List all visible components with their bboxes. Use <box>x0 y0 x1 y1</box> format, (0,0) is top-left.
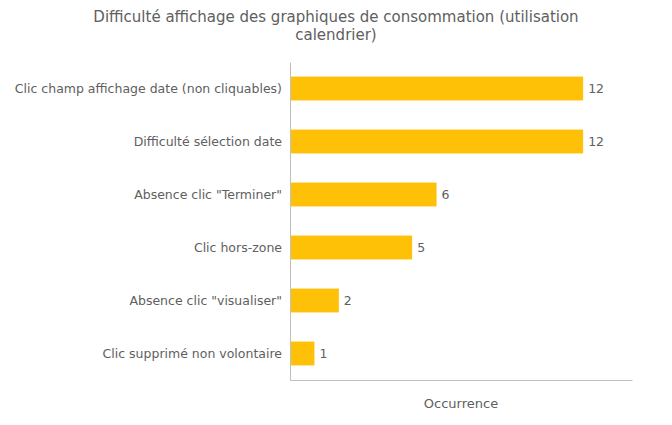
data-label: 1 <box>319 346 327 361</box>
bar <box>290 183 437 207</box>
x-label: Occurrence <box>424 396 498 411</box>
data-label: 5 <box>417 240 425 255</box>
x-axis-line <box>291 380 633 381</box>
y-tick: Clic hors-zone <box>194 240 282 255</box>
chart: 12561212Clic supprimé non volontaireAbse… <box>0 0 672 425</box>
bar <box>290 130 583 154</box>
y-tick: Absence clic "visualiser" <box>129 293 282 308</box>
x-axis <box>291 380 633 381</box>
title: Difficulté affichage des graphiques de c… <box>93 8 578 44</box>
y-tick: Absence clic "Terminer" <box>134 187 282 202</box>
title-line: Difficulté affichage des graphiques de c… <box>93 8 578 26</box>
y-tick: Clic champ affichage date (non cliquable… <box>15 81 282 96</box>
data-label: 2 <box>344 293 352 308</box>
bar <box>290 289 339 313</box>
y-tick-label: Absence clic "visualiser" <box>129 293 282 308</box>
bars <box>290 77 583 366</box>
y-tick-label: Clic champ affichage date (non cliquable… <box>15 81 282 96</box>
y-tick-label: Absence clic "Terminer" <box>134 187 282 202</box>
y-axis: Clic supprimé non volontaire Absence clic… <box>15 63 291 381</box>
bar <box>290 77 583 101</box>
y-tick: Clic supprimé non volontaire <box>103 346 283 361</box>
data-label: 12 <box>588 134 604 149</box>
y-axis-line <box>290 63 291 381</box>
plot: 12561212Clic supprimé non volontaireAbse… <box>15 63 633 381</box>
data-label: 6 <box>442 187 450 202</box>
y-tick: Difficulté sélection date <box>134 134 283 149</box>
data-label: 12 <box>588 81 604 96</box>
data-labels: 12561212 <box>319 81 604 361</box>
y-tick-label: Difficulté sélection date <box>134 134 283 149</box>
title-line: calendrier) <box>295 26 376 44</box>
y-tick-label: Clic hors-zone <box>194 240 282 255</box>
bar <box>290 342 314 366</box>
bar <box>290 236 412 260</box>
y-tick-label: Clic supprimé non volontaire <box>103 346 283 361</box>
